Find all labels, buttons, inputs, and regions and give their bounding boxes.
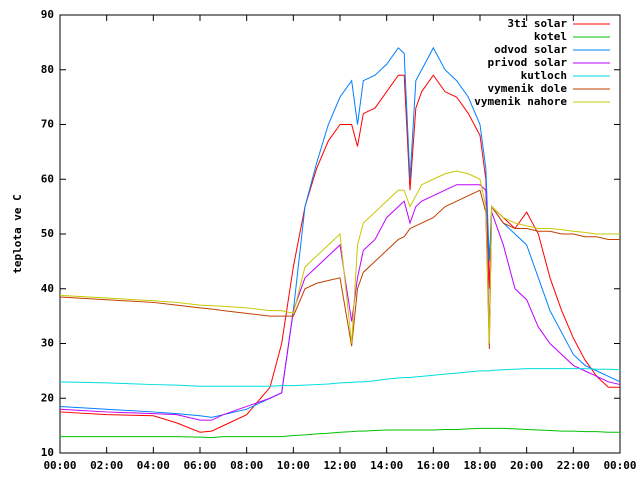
y-tick-label: 60 [41, 172, 54, 185]
series-line [59, 184, 621, 421]
series-line [59, 189, 620, 349]
x-tick-label: 10:00 [277, 459, 310, 472]
legend-label: odvod solar [494, 43, 567, 56]
x-tick-label: 00:00 [603, 459, 636, 472]
series-line [59, 74, 620, 433]
legend-label: privod solar [488, 56, 568, 69]
x-tick-label: 20:00 [510, 459, 543, 472]
legend-label: vymenik nahore [474, 95, 567, 108]
x-tick-label: 04:00 [137, 459, 170, 472]
legend-label: kutloch [521, 69, 567, 82]
legend-label: 3ti solar [507, 17, 567, 30]
x-tick-label: 18:00 [463, 459, 496, 472]
y-tick-label: 20 [41, 391, 54, 404]
x-tick-label: 02:00 [90, 459, 123, 472]
series-line [59, 46, 621, 418]
x-tick-label: 12:00 [323, 459, 356, 472]
y-tick-label: 30 [41, 337, 54, 350]
series-line [59, 170, 620, 344]
x-tick-label: 06:00 [183, 459, 216, 472]
x-tick-label: 08:00 [230, 459, 263, 472]
x-tick-label: 14:00 [370, 459, 403, 472]
x-tick-label: 22:00 [557, 459, 590, 472]
legend-label: kotel [534, 30, 567, 43]
y-tick-label: 40 [41, 282, 54, 295]
x-tick-label: 00:00 [43, 459, 76, 472]
series-line [60, 427, 620, 439]
y-tick-label: 10 [41, 446, 54, 459]
y-tick-label: 90 [41, 8, 54, 21]
y-tick-label: 80 [41, 63, 54, 76]
y-tick-label: 70 [41, 118, 54, 131]
series-line [59, 368, 621, 387]
y-tick-label: 50 [41, 227, 54, 240]
y-axis-label: teplota ve C [11, 194, 24, 273]
legend-label: vymenik dole [488, 82, 568, 95]
x-tick-label: 16:00 [417, 459, 450, 472]
